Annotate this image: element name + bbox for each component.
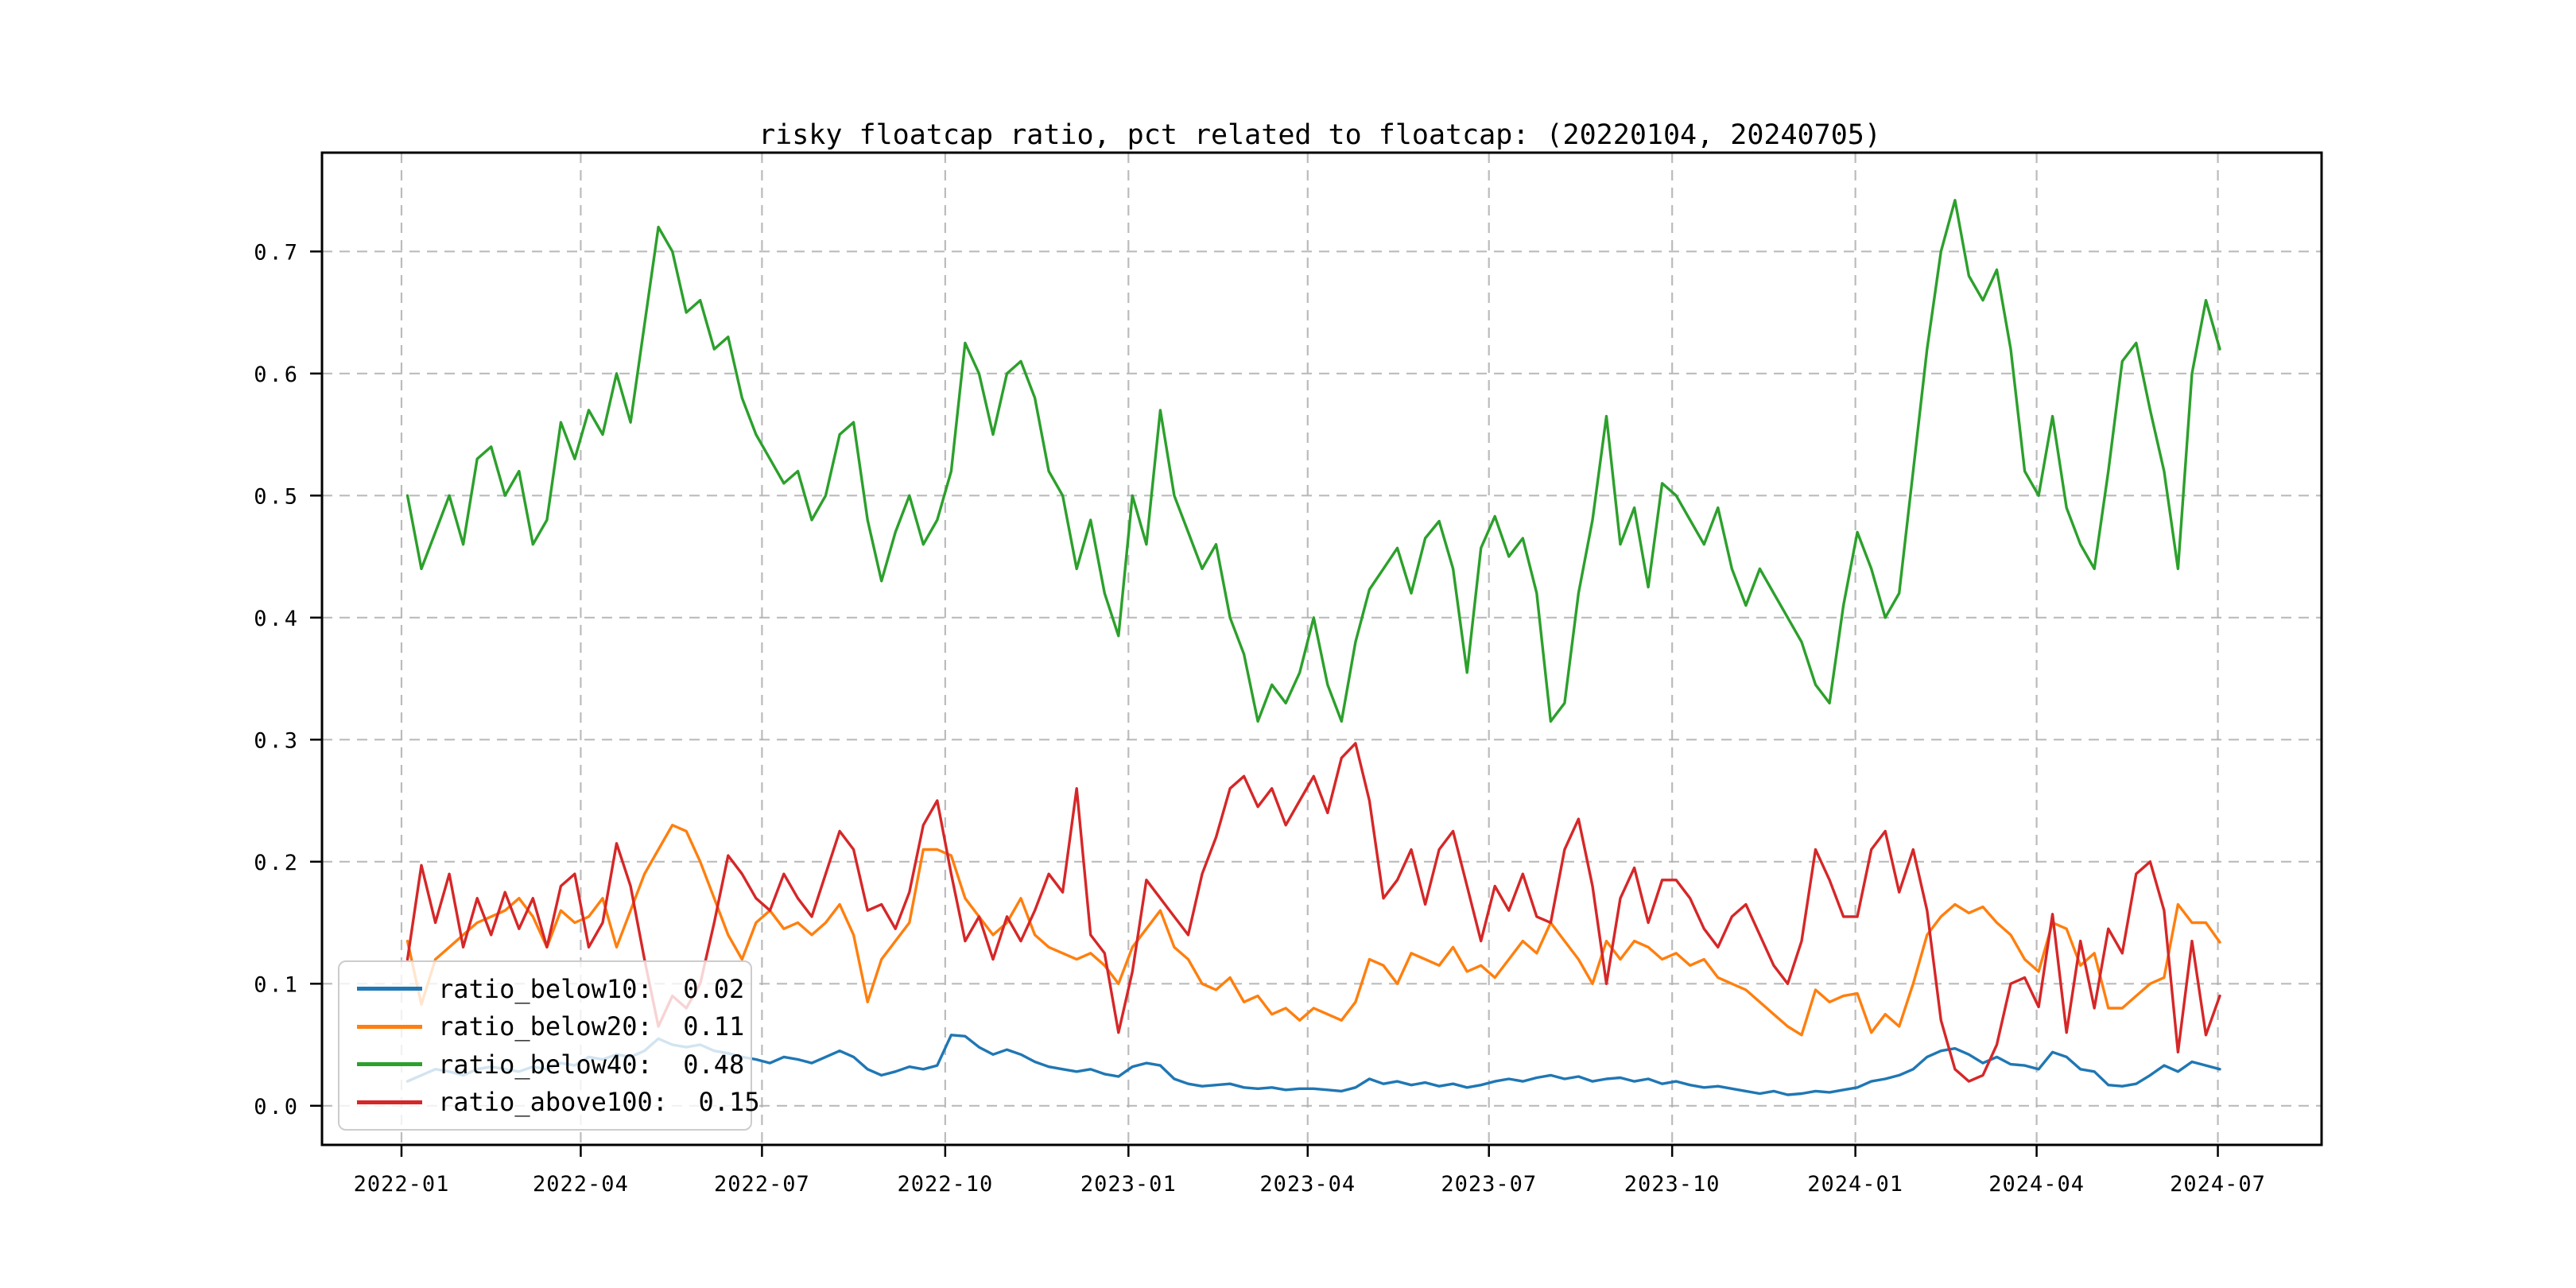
- legend-label: ratio_above100: 0.15: [438, 1087, 760, 1118]
- legend-item: ratio_below40: 0.48: [357, 1049, 745, 1080]
- legend-item: ratio_below20: 0.11: [357, 1011, 745, 1042]
- y-tick-label: 0.7: [254, 240, 300, 265]
- y-tick-label: 0.1: [254, 972, 300, 997]
- x-tick-label: 2022-10: [897, 1172, 993, 1197]
- axes-spines: [320, 151, 2323, 1146]
- x-tick-label: 2024-01: [1807, 1172, 1903, 1197]
- x-tick-label: 2023-04: [1259, 1172, 1356, 1197]
- y-tick-label: 0.4: [254, 607, 300, 631]
- y-tick-label: 0.6: [254, 363, 300, 387]
- legend-swatch-above100: [357, 1100, 422, 1104]
- legend-swatch-below10: [357, 987, 422, 991]
- legend-item: ratio_above100: 0.15: [357, 1089, 760, 1115]
- x-tick-label: 2022-07: [714, 1172, 810, 1197]
- x-tick-label: 2024-04: [1988, 1172, 2085, 1197]
- legend-label: ratio_below40: 0.48: [438, 1049, 745, 1080]
- x-tick-label: 2023-07: [1441, 1172, 1537, 1197]
- x-tick-label: 2022-01: [354, 1172, 450, 1197]
- chart-title: risky floatcap ratio, pct related to flo…: [758, 119, 1881, 151]
- legend-label: ratio_below10: 0.02: [438, 973, 745, 1004]
- legend-label: ratio_below20: 0.11: [438, 1011, 745, 1042]
- series-line-ratio_below20: [405, 824, 2221, 1037]
- y-tick-label: 0.3: [254, 728, 300, 753]
- legend-box: ratio_below10: 0.02 ratio_below20: 0.11 …: [338, 960, 760, 1131]
- series-line-ratio_above100: [405, 742, 2221, 1083]
- legend-item: ratio_below10: 0.02: [357, 973, 745, 1004]
- x-tick-label: 2023-10: [1624, 1172, 1721, 1197]
- x-tick-label: 2024-07: [2170, 1172, 2266, 1197]
- x-tick-label: 2023-01: [1080, 1172, 1177, 1197]
- legend-swatch-below40: [357, 1062, 422, 1067]
- legend-swatch-below20: [357, 1024, 422, 1029]
- series-line-ratio_below40: [405, 199, 2221, 723]
- y-tick-label: 0.0: [254, 1095, 300, 1119]
- y-tick-label: 0.5: [254, 484, 300, 509]
- y-tick-label: 0.2: [254, 851, 300, 875]
- x-tick-label: 2022-04: [533, 1172, 629, 1197]
